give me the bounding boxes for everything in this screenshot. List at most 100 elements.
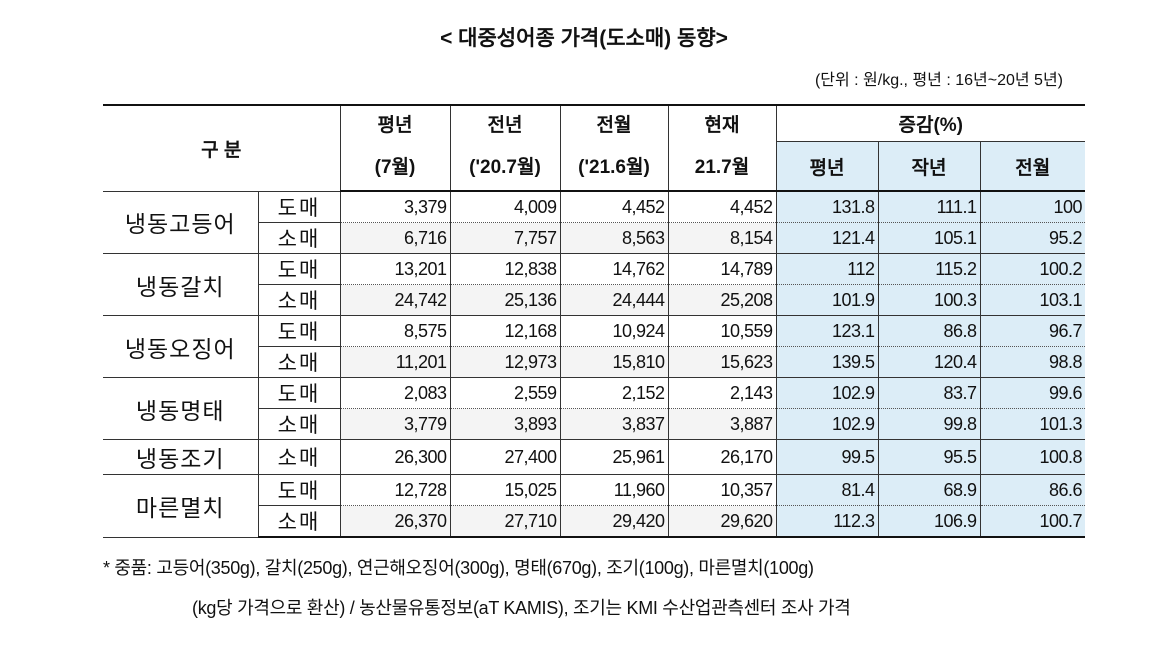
head-row: (7월) ('20.7월) ('21.6월) 21.7월 평년 작년 전월	[103, 141, 1086, 192]
table-row: 냉동명태 도매 2,083 2,559 2,152 2,143 102.9 83.7 99.6	[103, 377, 1086, 440]
value-cell: 10,357	[667, 474, 777, 506]
trade-type: 소매	[257, 346, 341, 378]
header-cell: ('21.6월)	[559, 141, 669, 192]
value-cell: 95.5	[877, 439, 981, 475]
title: < 대중성어종 가격(도소매) 동향>	[440, 27, 728, 50]
value-cell: 12,838	[449, 253, 561, 285]
value-cell: 2,152	[559, 377, 669, 409]
table-row: 냉동갈치 도매 13,201 12,838 14,762 14,789 112 115.2 10…	[103, 253, 1086, 316]
table-row: 소매 24,742 25,136 24,444 25,208 101.9 100.3 103.…	[103, 284, 1086, 316]
value-cell: 68.9	[877, 474, 981, 506]
header-cell: 작년	[877, 141, 981, 192]
value-cell: 8,575	[339, 315, 451, 347]
value-cell: 100.7	[979, 505, 1086, 538]
price-table: 구 분 평년 전년 전월 현재 증감(%) (7월) ('20.7월) ('21…	[103, 104, 1086, 538]
header-cell: 구 분	[103, 104, 341, 191]
header-cell: 전월	[559, 104, 669, 142]
value-cell: 100.8	[979, 439, 1086, 475]
value-cell: 86.8	[877, 315, 981, 347]
group-name: 냉동갈치	[103, 253, 259, 316]
value-cell: 12,973	[449, 346, 561, 378]
header-cell: 21.7월	[667, 141, 777, 192]
table-row: 소매 26,370 27,710 29,420 29,620 112.3 106.9 100.…	[103, 505, 1086, 538]
value-cell: 103.1	[979, 284, 1086, 316]
value-cell: 26,370	[339, 505, 451, 538]
value-cell: 100	[979, 190, 1086, 223]
footnote: * 중품: 고등어(350g), 갈치(250g), 연근해오징어(300g),…	[103, 558, 814, 578]
value-cell: 120.4	[877, 346, 981, 378]
value-cell: 11,960	[559, 474, 669, 506]
value-cell: 27,400	[449, 439, 561, 475]
value-cell: 2,143	[667, 377, 777, 409]
value-cell: 99.5	[775, 439, 879, 475]
table-row: 냉동오징어 도매 8,575 12,168 10,924 10,559 123.1 86.8 9…	[103, 315, 1086, 378]
value-cell: 3,779	[339, 408, 451, 440]
group-name: 냉동고등어	[103, 190, 259, 254]
table-row: 냉동고등어 도매 3,379 4,009 4,452 4,452 131.8 111.1 100	[103, 190, 1086, 254]
group-name: 냉동명태	[103, 377, 259, 440]
value-cell: 7,757	[449, 222, 561, 254]
value-cell: 24,742	[339, 284, 451, 316]
value-cell: 95.2	[979, 222, 1086, 254]
table-row: 냉동조기 소매 26,300 27,400 25,961 26,170 99.5 95.5 10…	[103, 439, 1086, 475]
value-cell: 6,716	[339, 222, 451, 254]
value-cell: 15,810	[559, 346, 669, 378]
value-cell: 101.3	[979, 408, 1086, 440]
value-cell: 99.6	[979, 377, 1086, 409]
header-cell: 평년	[775, 141, 879, 192]
table-head: 구 분 평년 전년 전월 현재 증감(%) (7월) ('20.7월) ('21…	[103, 104, 1086, 192]
table-row: 소매 11,201 12,973 15,810 15,623 139.5 120.4 98.8	[103, 346, 1086, 378]
value-cell: 101.9	[775, 284, 879, 316]
value-cell: 102.9	[775, 408, 879, 440]
value-cell: 3,379	[339, 190, 451, 223]
value-cell: 3,837	[559, 408, 669, 440]
value-cell: 112.3	[775, 505, 879, 538]
value-cell: 121.4	[775, 222, 879, 254]
group-name: 마른멸치	[103, 474, 259, 538]
value-cell: 4,452	[667, 190, 777, 223]
value-cell: 10,559	[667, 315, 777, 347]
value-cell: 24,444	[559, 284, 669, 316]
value-cell: 26,300	[339, 439, 451, 475]
value-cell: 29,620	[667, 505, 777, 538]
value-cell: 12,728	[339, 474, 451, 506]
value-cell: 86.6	[979, 474, 1086, 506]
value-cell: 2,559	[449, 377, 561, 409]
value-cell: 29,420	[559, 505, 669, 538]
value-cell: 105.1	[877, 222, 981, 254]
value-cell: 139.5	[775, 346, 879, 378]
table-row: 소매 3,779 3,893 3,837 3,887 102.9 99.8 101.3	[103, 408, 1086, 440]
value-cell: 25,136	[449, 284, 561, 316]
value-cell: 131.8	[775, 190, 879, 223]
group-name: 냉동조기	[103, 439, 259, 475]
header-cell: 증감(%)	[775, 104, 1086, 142]
value-cell: 3,887	[667, 408, 777, 440]
value-cell: 14,789	[667, 253, 777, 285]
trade-type: 소매	[257, 505, 341, 538]
value-cell: 14,762	[559, 253, 669, 285]
value-cell: 4,452	[559, 190, 669, 223]
header-cell: 전월	[979, 141, 1086, 192]
trade-type: 소매	[257, 222, 341, 254]
trade-type: 도매	[257, 315, 341, 347]
trade-type: 도매	[257, 253, 341, 285]
value-cell: 26,170	[667, 439, 777, 475]
trade-type: 소매	[257, 439, 341, 475]
value-cell: 106.9	[877, 505, 981, 538]
footnote: (kg당 가격으로 환산) / 농산물유통정보(aT KAMIS), 조기는 K…	[192, 598, 851, 618]
value-cell: 4,009	[449, 190, 561, 223]
value-cell: 112	[775, 253, 879, 285]
trade-type: 도매	[257, 377, 341, 409]
value-cell: 13,201	[339, 253, 451, 285]
value-cell: 2,083	[339, 377, 451, 409]
value-cell: 100.2	[979, 253, 1086, 285]
value-cell: 15,025	[449, 474, 561, 506]
group-name: 냉동오징어	[103, 315, 259, 378]
value-cell: 111.1	[877, 190, 981, 223]
table-row: 마른멸치 도매 12,728 15,025 11,960 10,357 81.4 68.9 86…	[103, 474, 1086, 538]
header-cell: 현재	[667, 104, 777, 142]
value-cell: 100.3	[877, 284, 981, 316]
header-cell: 평년	[339, 104, 451, 142]
value-cell: 102.9	[775, 377, 879, 409]
